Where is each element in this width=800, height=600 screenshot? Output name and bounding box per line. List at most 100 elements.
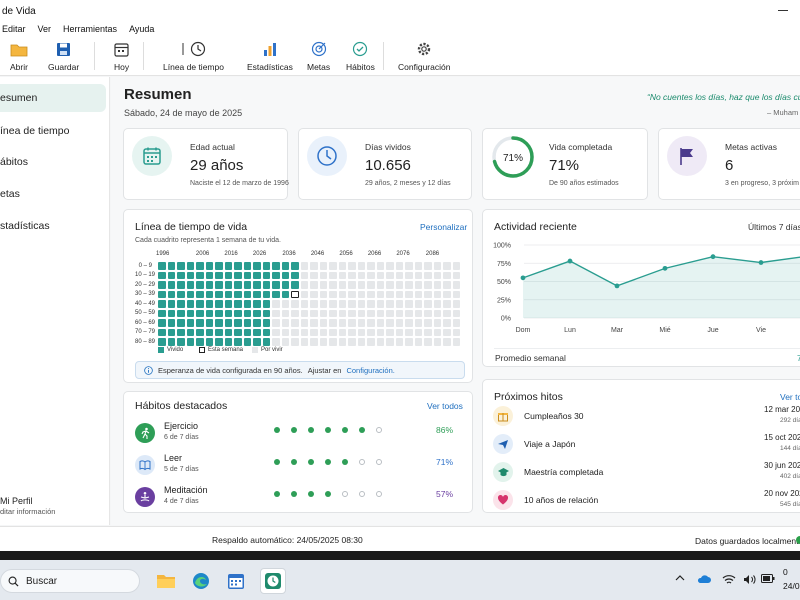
statistics-button[interactable]: Estadísticas (247, 40, 293, 72)
settings-link[interactable]: Configuración. (346, 365, 395, 375)
week-cell (224, 319, 232, 327)
settings-button[interactable]: Configuración (398, 40, 450, 72)
week-cell (329, 271, 337, 279)
week-cell (253, 290, 261, 298)
sidebar-item-statistics[interactable]: stadísticas (0, 212, 106, 240)
sidebar-item-resumen[interactable]: esumen (0, 84, 106, 112)
milestone-date: 30 jun 202 (764, 461, 800, 470)
gift-icon (493, 406, 513, 426)
stat-label: Días vividos (365, 142, 411, 152)
minimize-button[interactable] (778, 10, 788, 11)
habit-day-done (308, 491, 314, 497)
save-button[interactable]: Guardar (48, 40, 79, 72)
week-cell (367, 262, 375, 270)
progress-ring-icon: 71% (492, 136, 534, 178)
edit-profile-link[interactable]: ditar información (0, 507, 56, 516)
main-content: Resumen Sábado, 24 de mayo de 2025 “No c… (111, 77, 800, 525)
week-cell (281, 328, 289, 336)
range-selector[interactable]: Últimos 7 días (748, 222, 800, 232)
today-button[interactable]: Hoy (114, 40, 129, 72)
calendar-icon (114, 40, 129, 58)
week-cell (424, 290, 432, 298)
week-cell (243, 300, 251, 308)
goals-button[interactable]: Metas (307, 40, 330, 72)
life-app-icon[interactable] (260, 568, 286, 594)
legend-swatch (252, 347, 258, 353)
stat-value: 71% (549, 157, 580, 174)
stat-value: 10.656 (365, 157, 411, 174)
week-cell (348, 319, 356, 327)
legend-swatch (158, 347, 164, 353)
menu-herramientas[interactable]: Herramientas (63, 24, 118, 34)
file-explorer-icon[interactable] (153, 568, 179, 594)
week-cell (376, 281, 384, 289)
chevron-up-icon[interactable] (675, 574, 685, 582)
habit-day-done (274, 459, 280, 465)
milestone-days-left: 402 día (780, 473, 800, 480)
week-cell (376, 319, 384, 327)
quote-text: “No cuentes los días, haz que los días c… (647, 92, 800, 102)
week-cell (452, 271, 460, 279)
week-cell (215, 319, 223, 327)
menu-ayuda[interactable]: Ayuda (129, 24, 155, 34)
week-cell (253, 262, 261, 270)
week-cell (272, 319, 280, 327)
week-cell (158, 262, 166, 270)
habit-day-done (325, 491, 331, 497)
calendar-app-icon[interactable] (223, 568, 249, 594)
week-cell (319, 290, 327, 298)
week-cell (215, 309, 223, 317)
habit-day-done (359, 427, 365, 433)
clock-time[interactable]: 0 (783, 567, 788, 577)
menu-editar[interactable]: Editar (2, 24, 26, 34)
week-cell (433, 300, 441, 308)
week-cell (196, 262, 204, 270)
legend-lived: Vivido (158, 347, 183, 353)
week-cell (177, 290, 185, 298)
week-cell (224, 290, 232, 298)
week-cell (300, 309, 308, 317)
volume-icon[interactable] (743, 574, 757, 585)
week-cell (414, 319, 422, 327)
x-tick-label: Lun (564, 327, 576, 334)
customize-link[interactable]: Personalizar (420, 222, 468, 232)
quote-author: – Muham (767, 108, 799, 117)
week-cell (243, 281, 251, 289)
x-tick-label: Jue (707, 327, 718, 334)
habits-button[interactable]: Hábitos (346, 40, 375, 72)
week-cell (224, 262, 232, 270)
taskbar-search[interactable]: Buscar (0, 569, 140, 593)
week-cell (338, 300, 346, 308)
cloud-icon[interactable] (697, 574, 711, 584)
clock-date[interactable]: 24/0 (783, 581, 800, 591)
decade-label: 2006 (195, 251, 210, 257)
profile-name[interactable]: Mi Perfil (0, 496, 33, 506)
edge-browser-icon[interactable] (188, 568, 214, 594)
calendar-icon (132, 136, 172, 176)
view-all-milestones-link[interactable]: Ver to (780, 392, 800, 402)
x-tick-label: Mié (659, 327, 670, 334)
age-label: 30 – 39 (135, 291, 156, 297)
timeline-button[interactable]: Línea de tiempo (163, 40, 224, 72)
view-all-habits-link[interactable]: Ver todos (427, 401, 463, 411)
meditation-icon (135, 487, 155, 507)
settings-label: Configuración (398, 62, 451, 72)
week-cell (452, 290, 460, 298)
sidebar-item-goals[interactable]: etas (0, 180, 106, 208)
week-cell (215, 281, 223, 289)
week-cell (357, 290, 365, 298)
open-button[interactable]: Abrir (10, 40, 28, 72)
age-label: 50 – 59 (135, 310, 156, 316)
card-subtitle: Cada cuadrito representa 1 semana de tu … (135, 237, 281, 244)
week-cell (376, 271, 384, 279)
habit-day-done (325, 459, 331, 465)
menu-ver[interactable]: Ver (37, 24, 52, 34)
bar-chart-icon (262, 40, 278, 58)
week-cell (243, 338, 251, 346)
battery-icon[interactable] (761, 574, 775, 583)
sidebar-item-timeline[interactable]: ínea de tiempo (0, 117, 106, 145)
wifi-icon[interactable] (722, 574, 736, 585)
week-cell (319, 338, 327, 346)
sidebar-item-habits[interactable]: ábitos (0, 148, 106, 176)
habit-day-done (274, 491, 280, 497)
